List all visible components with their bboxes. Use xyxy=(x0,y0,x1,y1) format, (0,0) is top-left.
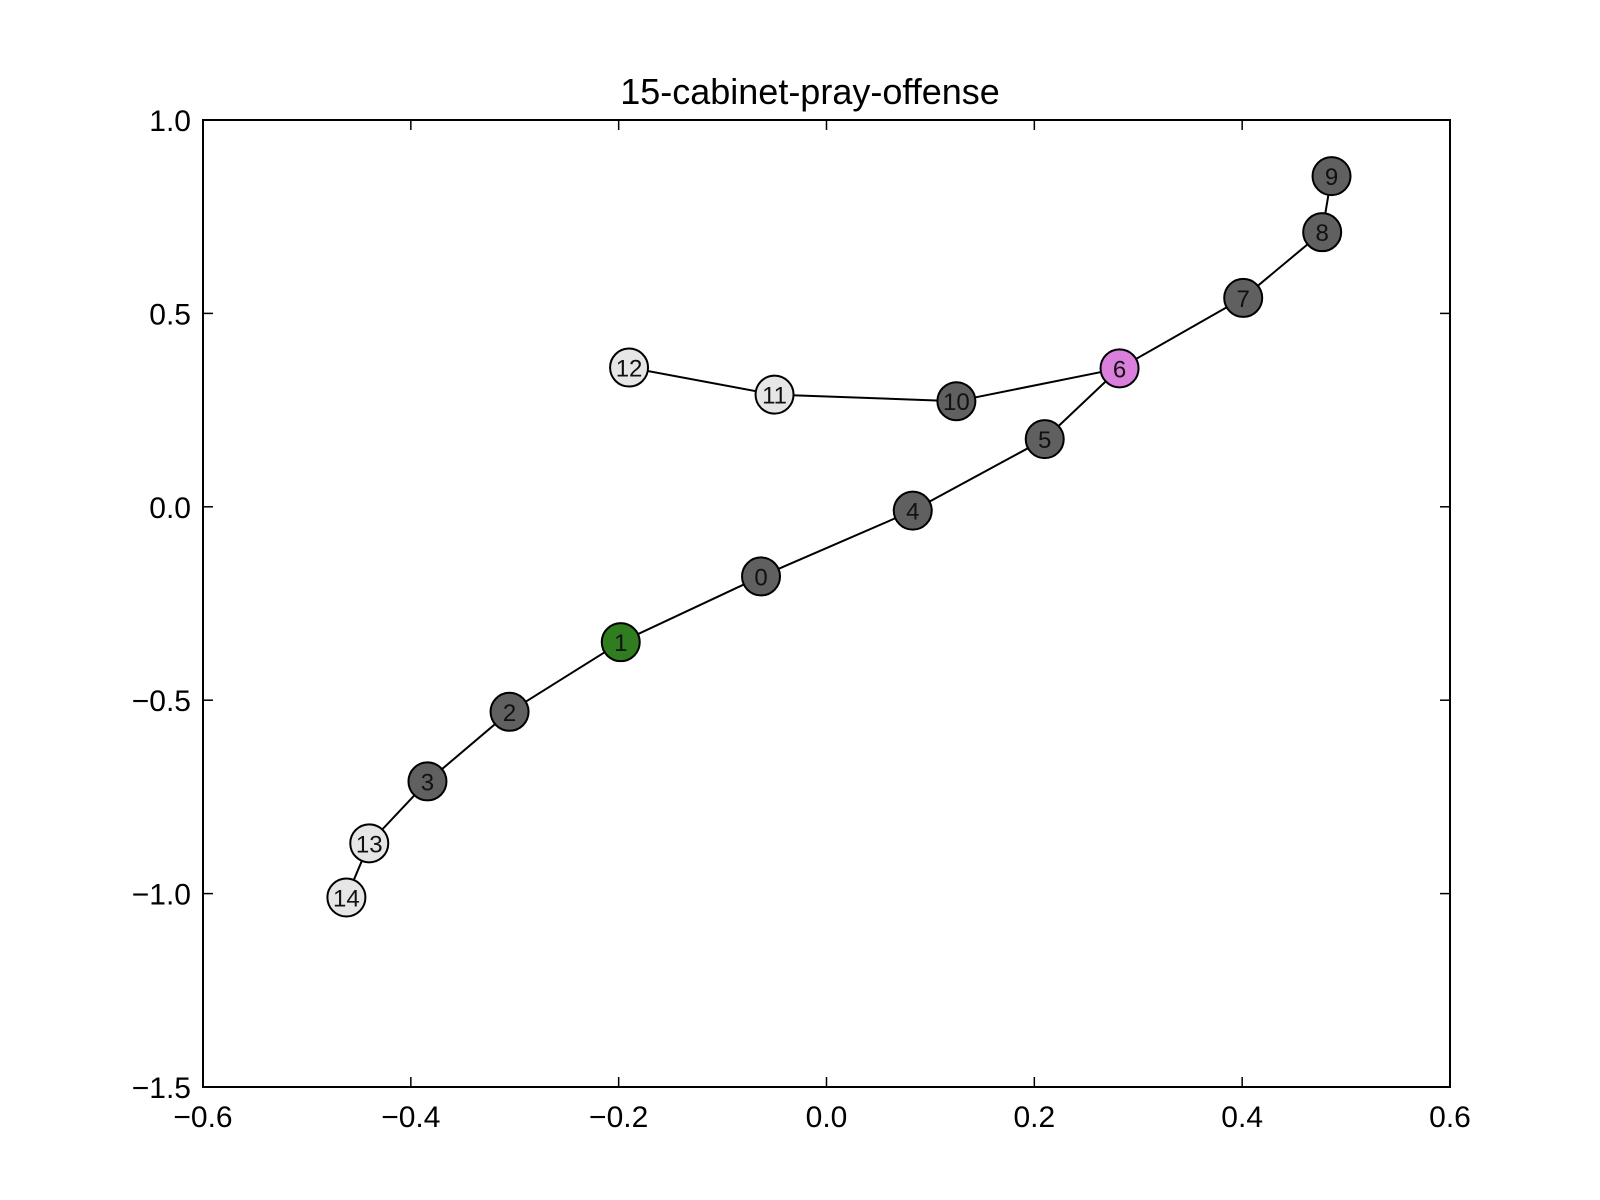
node-circle xyxy=(1311,156,1352,197)
y-tick-label: 0.5 xyxy=(149,298,191,331)
node-7: 7 xyxy=(1223,277,1264,318)
node-circle xyxy=(1302,212,1343,253)
node-5: 5 xyxy=(1024,419,1065,460)
node-12: 12 xyxy=(609,347,650,388)
node-3: 3 xyxy=(407,761,448,802)
edge-0-4 xyxy=(760,509,914,578)
node-label: 1 xyxy=(614,630,627,657)
node-circle xyxy=(349,823,390,864)
node-14: 14 xyxy=(326,877,367,918)
edge-1-0 xyxy=(620,575,762,644)
node-label: 4 xyxy=(906,499,919,526)
node-1: 1 xyxy=(600,622,641,663)
y-tick-label: −1.5 xyxy=(132,1072,191,1105)
x-tick-label: −0.2 xyxy=(589,1101,648,1134)
node-circle xyxy=(1024,419,1065,460)
node-10: 10 xyxy=(936,381,977,422)
node-label: 5 xyxy=(1038,427,1051,454)
plot-frame xyxy=(202,119,1451,1088)
ticks-layer: −0.6 −0.4 −0.2 0.0 0.2 0.4 0.6 1.0 0.5 0.0 −0.5 −1.… xyxy=(132,105,1471,1134)
x-tick-label: 0.2 xyxy=(1013,1101,1055,1134)
edge-2-1 xyxy=(509,641,622,713)
node-label: 11 xyxy=(762,383,787,410)
x-tick-label: −0.4 xyxy=(381,1101,440,1134)
node-label: 14 xyxy=(333,885,360,912)
node-circle xyxy=(600,622,641,663)
x-tick-label: 0.6 xyxy=(1429,1101,1471,1134)
edge-6-10 xyxy=(956,367,1120,403)
y-tick-label: 1.0 xyxy=(149,105,191,138)
node-circle xyxy=(489,691,530,732)
node-2: 2 xyxy=(489,691,530,732)
node-4: 4 xyxy=(892,490,933,531)
node-8: 8 xyxy=(1302,212,1343,253)
node-11: 11 xyxy=(754,374,795,415)
x-tick-label: 0.4 xyxy=(1221,1101,1263,1134)
node-circle xyxy=(754,374,795,415)
y-tick-label: −1.0 xyxy=(132,879,191,912)
node-label: 2 xyxy=(503,700,516,727)
node-6: 6 xyxy=(1099,348,1140,389)
node-circle xyxy=(892,490,933,531)
node-label: 7 xyxy=(1237,286,1250,313)
edges-layer xyxy=(345,175,1333,898)
edge-10-11 xyxy=(774,393,957,403)
node-label: 8 xyxy=(1316,220,1329,247)
node-9: 9 xyxy=(1311,156,1352,197)
edge-11-12 xyxy=(628,366,775,396)
x-tick-label: 0.0 xyxy=(806,1101,848,1134)
node-label: 3 xyxy=(421,769,434,796)
node-13: 13 xyxy=(349,823,390,864)
x-tick-label: −0.6 xyxy=(173,1101,232,1134)
y-tick-label: 0.0 xyxy=(149,492,191,525)
node-circle xyxy=(936,381,977,422)
node-circle xyxy=(741,556,782,597)
edge-6-7 xyxy=(1119,297,1244,370)
node-label: 0 xyxy=(754,564,767,591)
edge-4-5 xyxy=(912,438,1046,512)
node-0: 0 xyxy=(741,556,782,597)
node-label: 10 xyxy=(943,389,970,416)
node-label: 6 xyxy=(1113,356,1126,383)
node-label: 12 xyxy=(616,356,643,383)
y-tick-label: −0.5 xyxy=(132,685,191,718)
chart-title: 15-cabinet-pray-offense xyxy=(620,71,1000,112)
node-label: 13 xyxy=(356,831,383,858)
node-circle xyxy=(407,761,448,802)
node-circle xyxy=(1223,277,1264,318)
node-label: 9 xyxy=(1325,164,1338,191)
node-circle xyxy=(609,347,650,388)
node-circle xyxy=(1099,348,1140,389)
node-circle xyxy=(326,877,367,918)
